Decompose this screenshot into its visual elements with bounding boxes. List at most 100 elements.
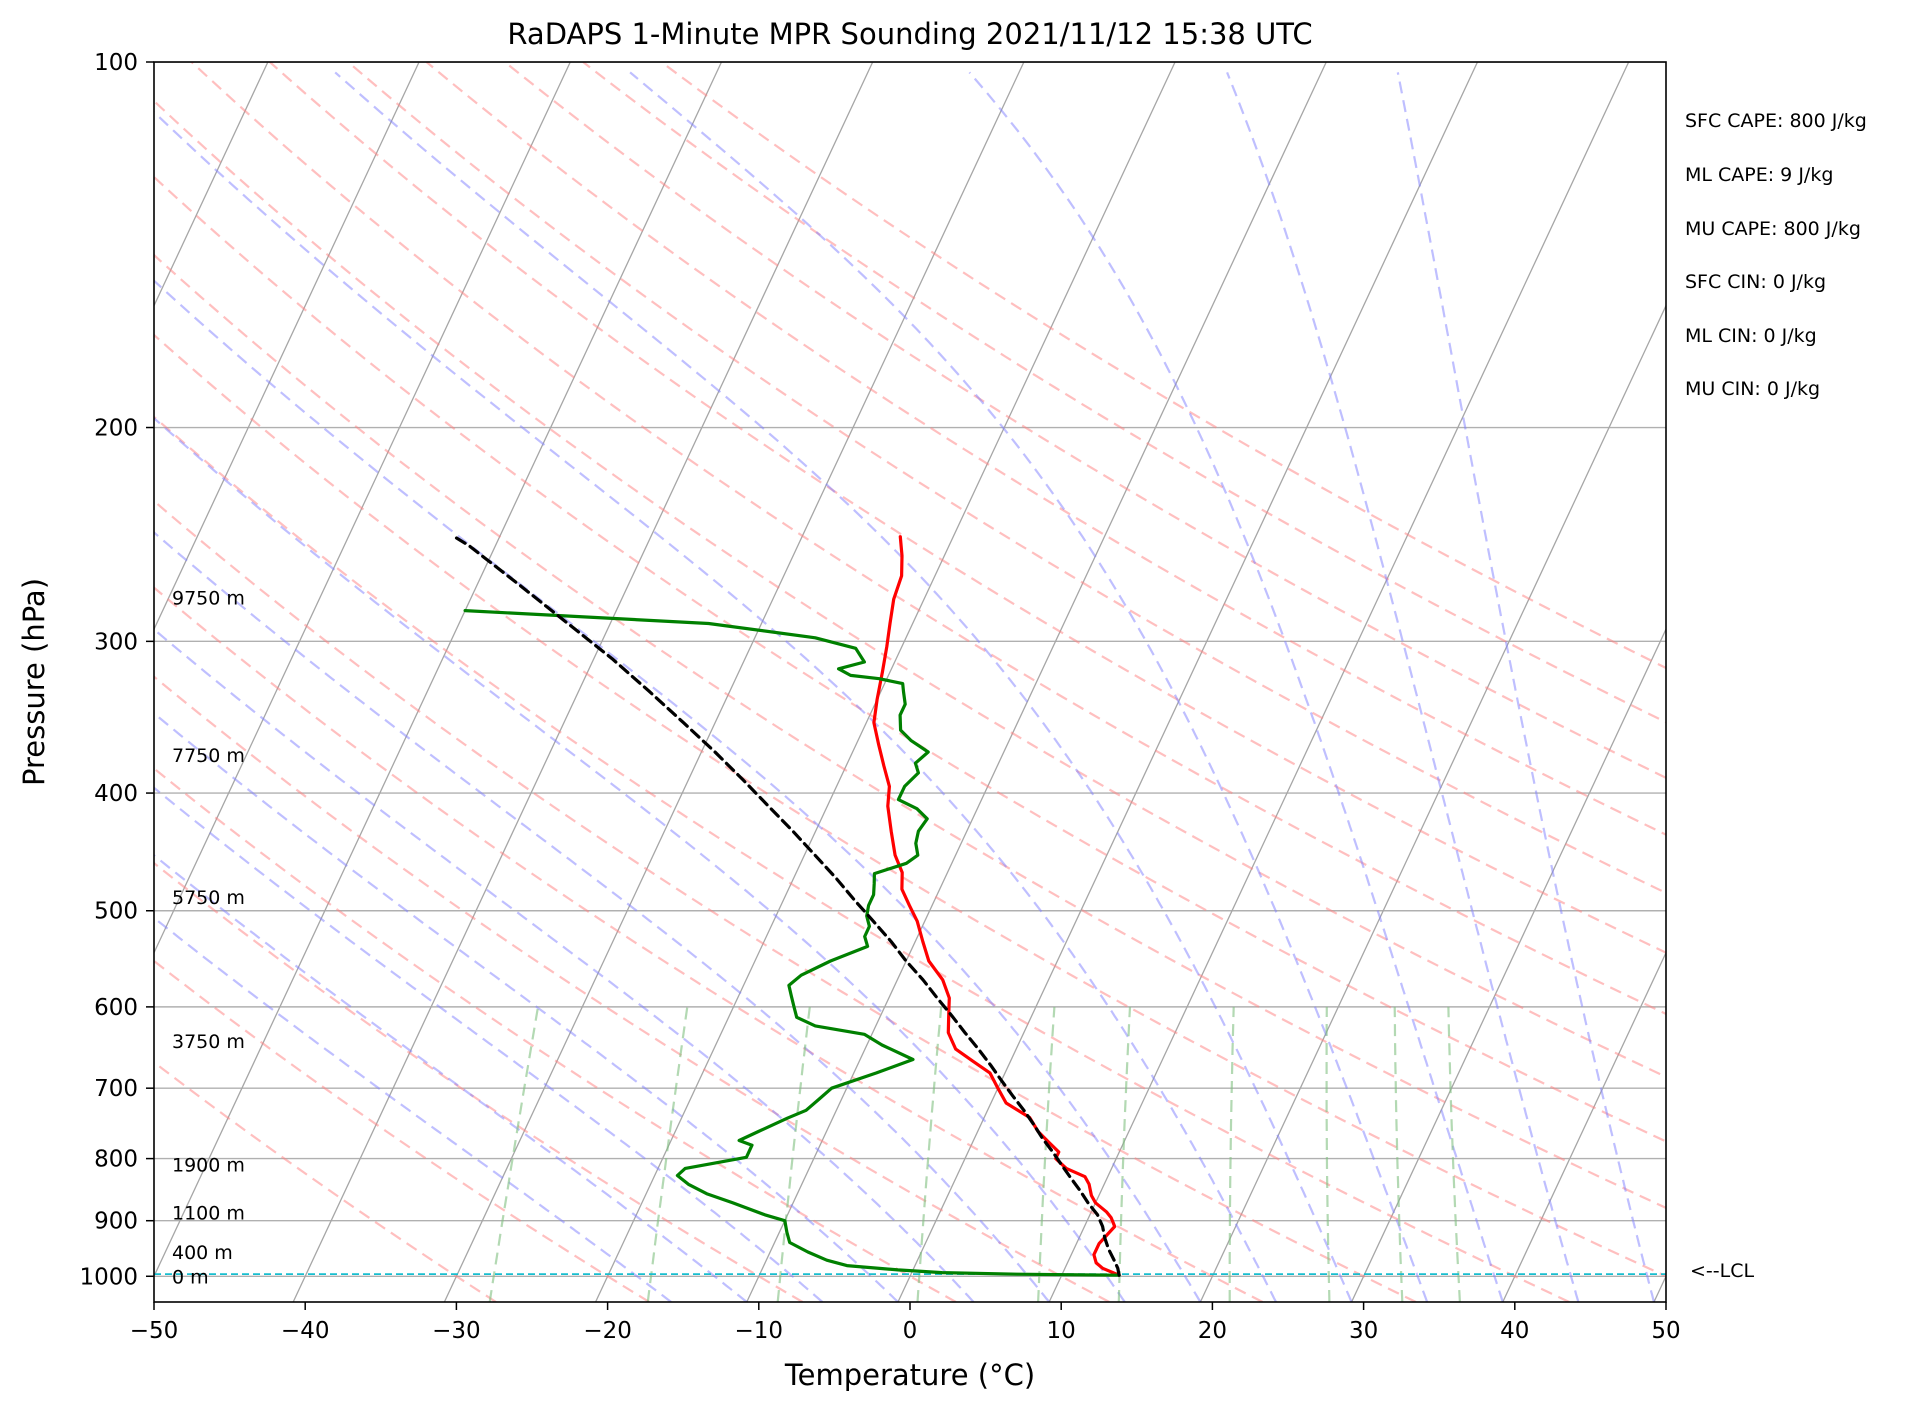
y-tick-label: 1000	[79, 1264, 138, 1290]
lcl-label: <--LCL	[1690, 1260, 1754, 1282]
dry-adiabat	[154, 333, 1666, 1278]
mixing-ratio-line	[1393, 1006, 1404, 1302]
moist-adiabat	[1396, 72, 1656, 1302]
dry-adiabat	[660, 62, 1666, 670]
mixing-ratio-line	[1447, 1006, 1461, 1302]
x-tick-label: 30	[1349, 1318, 1378, 1344]
height-label: 0 m	[172, 1266, 209, 1288]
y-axis-label: Pressure (hPa)	[17, 578, 51, 786]
x-tick-label: 20	[1198, 1318, 1227, 1344]
moist-adiabat	[1226, 71, 1580, 1302]
x-tick-label: −20	[583, 1318, 632, 1344]
dry-adiabat	[154, 499, 1417, 1302]
height-label: 5750 m	[172, 887, 245, 909]
stat-ml-cin: ML CIN: 0 J/kg	[1685, 325, 1817, 347]
parcel-path-line	[452, 535, 1121, 1277]
isotherm-line	[154, 62, 269, 308]
stat-ml-cape: ML CAPE: 9 J/kg	[1685, 164, 1834, 186]
isotherm-line	[746, 62, 1327, 1302]
dry-adiabat	[154, 175, 1666, 1143]
dewpoint-line	[463, 609, 1121, 1277]
y-tick-label: 200	[94, 416, 138, 442]
moist-adiabat	[968, 71, 1504, 1302]
mixing-ratio-line	[1228, 1006, 1235, 1302]
height-label: 1900 m	[172, 1154, 245, 1176]
x-tick-label: 0	[903, 1318, 918, 1344]
temperature-line	[872, 535, 1121, 1277]
dry-adiabat	[154, 675, 1110, 1302]
y-tick-label: 700	[94, 1076, 138, 1102]
y-tick-label: 800	[94, 1147, 138, 1173]
height-label: 1100 m	[172, 1202, 245, 1224]
mixing-ratio-line	[1117, 1006, 1132, 1302]
dry-adiabat	[154, 99, 1666, 1079]
y-tick-label: 500	[94, 899, 138, 925]
moist-adiabat	[154, 279, 1202, 1302]
isotherm-line	[594, 62, 1176, 1302]
dry-adiabat	[190, 62, 1666, 1016]
dry-adiabat	[582, 62, 1666, 724]
height-label: 400 m	[172, 1242, 233, 1264]
isotherm-line	[292, 62, 874, 1302]
stat-sfc-cape: SFC CAPE: 800 J/kg	[1685, 110, 1867, 132]
stat-mu-cape: MU CAPE: 800 J/kg	[1685, 218, 1861, 240]
isotherm-line	[1048, 62, 1630, 1302]
moist-adiabat	[154, 786, 824, 1302]
moist-adiabat	[154, 531, 1051, 1302]
dry-adiabat	[154, 253, 1666, 1210]
y-tick-label: 100	[94, 50, 138, 76]
mixing-ratio-line	[488, 1006, 540, 1302]
mixing-ratio-line	[1037, 1006, 1056, 1302]
x-tick-label: 50	[1651, 1318, 1680, 1344]
dry-adiabat	[154, 767, 957, 1302]
height-label: 3750 m	[172, 1031, 245, 1053]
y-tick-label: 400	[94, 781, 138, 807]
moist-adiabat	[629, 71, 1429, 1302]
stat-mu-cin: MU CIN: 0 J/kg	[1685, 378, 1821, 400]
dry-adiabat	[154, 415, 1570, 1302]
x-tick-label: −50	[130, 1318, 179, 1344]
isotherm-line	[154, 62, 723, 1278]
isotherm-line	[154, 62, 420, 631]
isotherm-line	[1502, 951, 1666, 1302]
x-tick-label: 40	[1500, 1318, 1529, 1344]
x-tick-label: −10	[735, 1318, 784, 1344]
dry-adiabat	[154, 1060, 497, 1302]
mixing-ratio-line	[646, 1006, 689, 1302]
dry-adiabat	[504, 62, 1666, 780]
dry-adiabat	[154, 959, 650, 1302]
isotherm-line	[154, 62, 571, 955]
chart-title: RaDAPS 1-Minute MPR Sounding 2021/11/12 …	[507, 17, 1312, 51]
mixing-ratio-line	[916, 1006, 943, 1302]
dry-adiabat	[347, 62, 1666, 895]
dry-adiabat	[425, 62, 1666, 836]
moist-adiabat	[154, 110, 1277, 1302]
moist-adiabat	[154, 627, 975, 1302]
x-tick-label: −40	[281, 1318, 330, 1344]
y-tick-label: 900	[94, 1209, 138, 1235]
isotherm-line	[443, 62, 1025, 1302]
height-label: 7750 m	[172, 745, 245, 767]
isotherm-line	[1199, 304, 1666, 1302]
mixing-ratio-line	[1325, 1006, 1331, 1302]
mixing-ratio-line	[776, 1006, 811, 1302]
x-tick-label: 10	[1047, 1318, 1076, 1344]
moist-adiabat	[154, 416, 1126, 1302]
isotherm-line	[1653, 1274, 1666, 1302]
y-tick-label: 600	[94, 995, 138, 1021]
moist-adiabat	[154, 711, 899, 1302]
y-tick-label: 300	[94, 629, 138, 655]
moist-adiabat	[334, 71, 1353, 1302]
isotherm-line	[1805, 62, 1911, 1302]
dry-adiabat	[269, 62, 1666, 954]
isotherm-line	[1350, 627, 1666, 1302]
moist-adiabat	[154, 916, 672, 1302]
isotherm-line	[897, 62, 1479, 1302]
dry-adiabat	[154, 586, 1264, 1302]
stat-sfc-cin: SFC CIN: 0 J/kg	[1685, 271, 1827, 293]
height-label: 9750 m	[172, 587, 245, 609]
x-tick-label: −30	[432, 1318, 481, 1344]
x-axis-label: Temperature (°C)	[784, 1358, 1035, 1392]
